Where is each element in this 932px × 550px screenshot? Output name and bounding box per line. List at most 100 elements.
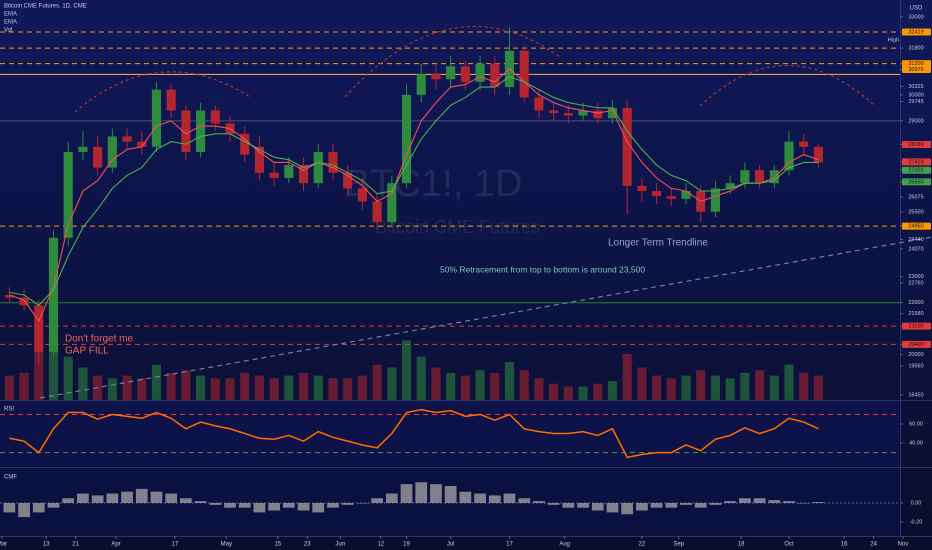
x-tick-label: 23	[304, 542, 311, 548]
arc	[344, 25, 561, 98]
candle-body	[254, 146, 264, 173]
cmf-bar	[753, 498, 766, 503]
candle-body	[181, 110, 191, 153]
cmf-bar	[430, 484, 442, 503]
price-badge	[902, 158, 931, 166]
cmf-bar	[533, 501, 545, 503]
y-tick-label: 31200	[908, 61, 923, 67]
x-tick-label: 17	[172, 542, 179, 548]
cmf-bar	[738, 498, 751, 503]
candle-body	[490, 63, 500, 88]
cmf-bar	[488, 495, 501, 503]
cmf-bar	[577, 502, 589, 508]
cmf-bar	[606, 502, 619, 513]
candle-body	[637, 185, 647, 192]
candle-body	[19, 297, 29, 306]
price-badge	[902, 28, 931, 36]
volume-bar	[357, 375, 367, 400]
cmf-bar	[724, 501, 737, 503]
volume-bar	[254, 375, 264, 400]
volume-bar	[343, 378, 353, 400]
annotation: Don't forget me	[65, 334, 133, 345]
volume-bar	[181, 370, 191, 400]
cmf-bar	[165, 493, 178, 503]
cmf-bar	[503, 493, 516, 503]
y-tick-label: 21100	[909, 324, 924, 330]
y-tick-label: 22000	[908, 300, 923, 306]
chart-title: Bitcoin CME Futures, 1D, CME	[4, 4, 87, 10]
candle-body	[460, 66, 470, 82]
volume-bar	[34, 351, 44, 400]
candle-body	[122, 136, 132, 142]
x-tick-label: Jul	[447, 542, 455, 548]
candle-body	[240, 133, 250, 155]
y-tick-label: 27101	[908, 168, 923, 174]
candle-body	[401, 94, 412, 184]
rsi-line	[9, 408, 819, 459]
x-tick-label: Nov	[898, 542, 909, 548]
volume-bar	[19, 372, 29, 400]
cmf-bar	[91, 495, 104, 503]
volume-bar	[725, 378, 735, 400]
x-tick-label: 13	[43, 542, 50, 548]
y-tick-label: 25500	[908, 209, 923, 215]
x-tick-label: 19	[403, 542, 410, 548]
cmf-bar	[385, 493, 398, 503]
cmf-bar	[32, 502, 45, 513]
y-tick-label: 60.00	[909, 421, 923, 427]
rsi-pane	[0, 401, 900, 466]
candle-body	[681, 191, 691, 199]
volume-bar	[48, 340, 59, 400]
legend-entry: EMA	[4, 20, 17, 26]
volume-bar	[475, 370, 485, 400]
candle-body	[298, 165, 309, 184]
candle-body	[196, 110, 206, 153]
volume-bar	[534, 378, 544, 400]
rsi	[0, 408, 900, 459]
volume-bar	[710, 375, 721, 400]
volume-bar	[137, 378, 147, 400]
volume-bar	[416, 356, 426, 400]
y-tick-label: 19560	[908, 364, 923, 370]
cmf-bar	[709, 502, 722, 505]
candle-body	[755, 170, 765, 184]
volume-bar	[151, 364, 162, 400]
volume-bar	[122, 375, 132, 400]
y-tick-label: 33000	[908, 14, 923, 20]
volume-bar	[460, 375, 470, 400]
y-tick-label: 24070	[908, 246, 923, 252]
candle-body	[710, 188, 721, 212]
candle-body	[784, 141, 794, 171]
x-tick-label: 16	[841, 542, 848, 548]
y-tick-label: 31800	[908, 46, 923, 52]
y-tick-label: -0.20	[910, 519, 923, 525]
cmf-bar	[179, 498, 192, 503]
cmf-bar	[297, 502, 310, 511]
watermark: BTC1!, 1D	[345, 163, 522, 205]
candle-body	[740, 170, 750, 184]
cmf-bar	[797, 502, 810, 504]
cmf-bar	[812, 502, 825, 503]
y-tick-label: 26075	[908, 194, 923, 200]
volume-bar	[210, 378, 220, 400]
volume-bar	[240, 372, 250, 400]
candle-body	[549, 110, 559, 114]
cmf-bar	[209, 502, 222, 505]
volume-bar	[225, 378, 235, 400]
pane-title: CMF	[4, 475, 17, 481]
volume-bar	[269, 378, 279, 400]
cmf-bar	[621, 502, 634, 515]
candle-body	[48, 237, 59, 353]
y-tick-label: 29745	[908, 99, 923, 105]
candle-body	[210, 110, 220, 124]
cmf-bar	[680, 502, 692, 505]
y-tick-label: 24440	[908, 237, 923, 243]
candle-body	[313, 152, 323, 184]
volume-bar	[666, 378, 676, 400]
x-tick-label: Aug	[559, 542, 570, 548]
candle-body	[284, 165, 294, 179]
y-tick-label: 23000	[908, 274, 923, 280]
cmf-bar	[650, 502, 663, 508]
candle-body	[725, 183, 735, 189]
